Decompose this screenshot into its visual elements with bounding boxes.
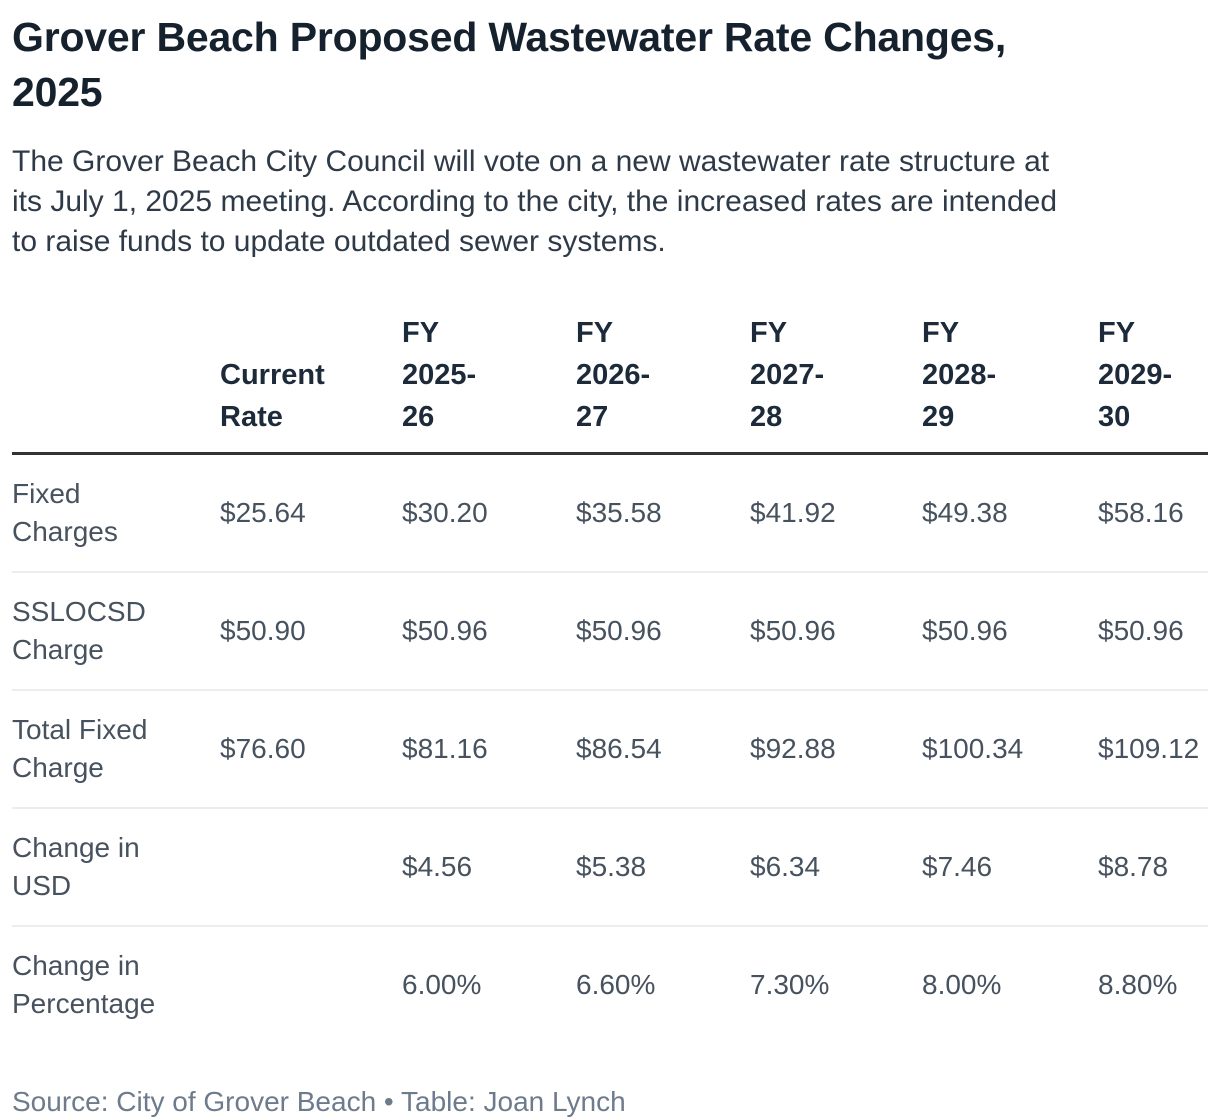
source-credit-line: Source: City of Grover Beach • Table: Jo… xyxy=(12,1086,626,1117)
table-cell: $50.96 xyxy=(922,571,1098,690)
table-row-change-in-percentage: Change in Percentage 6.00% 6.60% 7.30% 8… xyxy=(12,925,1208,1043)
column-header-fy-2025-26: FY 2025-26 xyxy=(402,312,576,455)
row-label: Fixed Charges xyxy=(12,478,118,547)
column-header-label: Current Rate xyxy=(220,359,325,433)
table-cell xyxy=(220,925,402,1043)
table-cell: $58.16 xyxy=(1098,497,1184,528)
table-row-sslocsd-charge: SSLOCSD Charge $50.90 $50.96 $50.96 $50.… xyxy=(12,571,1208,690)
table-header-row: Current Rate FY 2025-26 FY 2026-27 FY 20… xyxy=(12,312,1208,455)
table-cell: $30.20 xyxy=(402,497,488,528)
table-row-total-fixed-charge: Total Fixed Charge $76.60 $81.16 $86.54 … xyxy=(12,689,1208,808)
table-cell: $92.88 xyxy=(750,689,922,808)
page-title: Grover Beach Proposed Wastewater Rate Ch… xyxy=(12,14,1007,115)
table-cell: $76.60 xyxy=(220,689,402,808)
table-cell: $35.58 xyxy=(576,497,662,528)
table-cell: $25.64 xyxy=(220,497,306,528)
table-cell: 6.60% xyxy=(576,925,750,1043)
column-header-fy-2026-27: FY 2026-27 xyxy=(576,312,750,455)
table-cell: $50.90 xyxy=(220,571,402,690)
table-row-change-in-usd: Change in USD $4.56 $5.38 $6.34 $7.46 $8… xyxy=(12,807,1208,926)
table-cell: $50.96 xyxy=(402,571,576,690)
column-header-label: FY 2025-26 xyxy=(402,317,477,433)
table-cell: $86.54 xyxy=(576,689,750,808)
table-cell: $4.56 xyxy=(402,807,576,926)
row-label: Total Fixed Charge xyxy=(12,689,220,808)
table-cell: $6.34 xyxy=(750,807,922,926)
rates-table: Current Rate FY 2025-26 FY 2026-27 FY 20… xyxy=(12,312,1208,1043)
table-cell: $50.96 xyxy=(576,571,750,690)
table-cell: $8.78 xyxy=(1098,807,1208,926)
column-header-label: FY 2028-29 xyxy=(922,317,997,433)
row-label: Change in Percentage xyxy=(12,925,220,1043)
table-cell: 8.80% xyxy=(1098,925,1208,1043)
table-cell: $109.12 xyxy=(1098,689,1208,808)
table-row-fixed-charges: Fixed Charges $25.64 $30.20 $35.58 $41.9… xyxy=(12,454,1208,573)
column-header-label: FY 2029-30 xyxy=(1098,317,1173,433)
table-cell: $81.16 xyxy=(402,689,576,808)
row-label: SSLOCSD Charge xyxy=(12,571,220,690)
table-cell: $49.38 xyxy=(922,497,1008,528)
column-header-label: FY 2026-27 xyxy=(576,317,651,433)
column-header-fy-2027-28: FY 2027-28 xyxy=(750,312,922,455)
column-header-empty xyxy=(12,312,220,455)
table-cell: $50.96 xyxy=(1098,571,1208,690)
table-cell: 7.30% xyxy=(750,925,922,1043)
table-cell: $7.46 xyxy=(922,807,1098,926)
column-header-fy-2029-30: FY 2029-30 xyxy=(1098,312,1208,455)
column-header-current-rate: Current Rate xyxy=(220,312,402,455)
table-cell: $5.38 xyxy=(576,807,750,926)
row-label: Change in USD xyxy=(12,807,220,926)
table-cell: $50.96 xyxy=(750,571,922,690)
table-cell: $41.92 xyxy=(750,497,836,528)
column-header-label: FY 2027-28 xyxy=(750,317,825,433)
table-cell: 6.00% xyxy=(402,925,576,1043)
table-cell xyxy=(220,807,402,926)
page-description: The Grover Beach City Council will vote … xyxy=(12,145,1058,258)
column-header-fy-2028-29: FY 2028-29 xyxy=(922,312,1098,455)
table-cell: 8.00% xyxy=(922,925,1098,1043)
table-cell: $100.34 xyxy=(922,689,1098,808)
